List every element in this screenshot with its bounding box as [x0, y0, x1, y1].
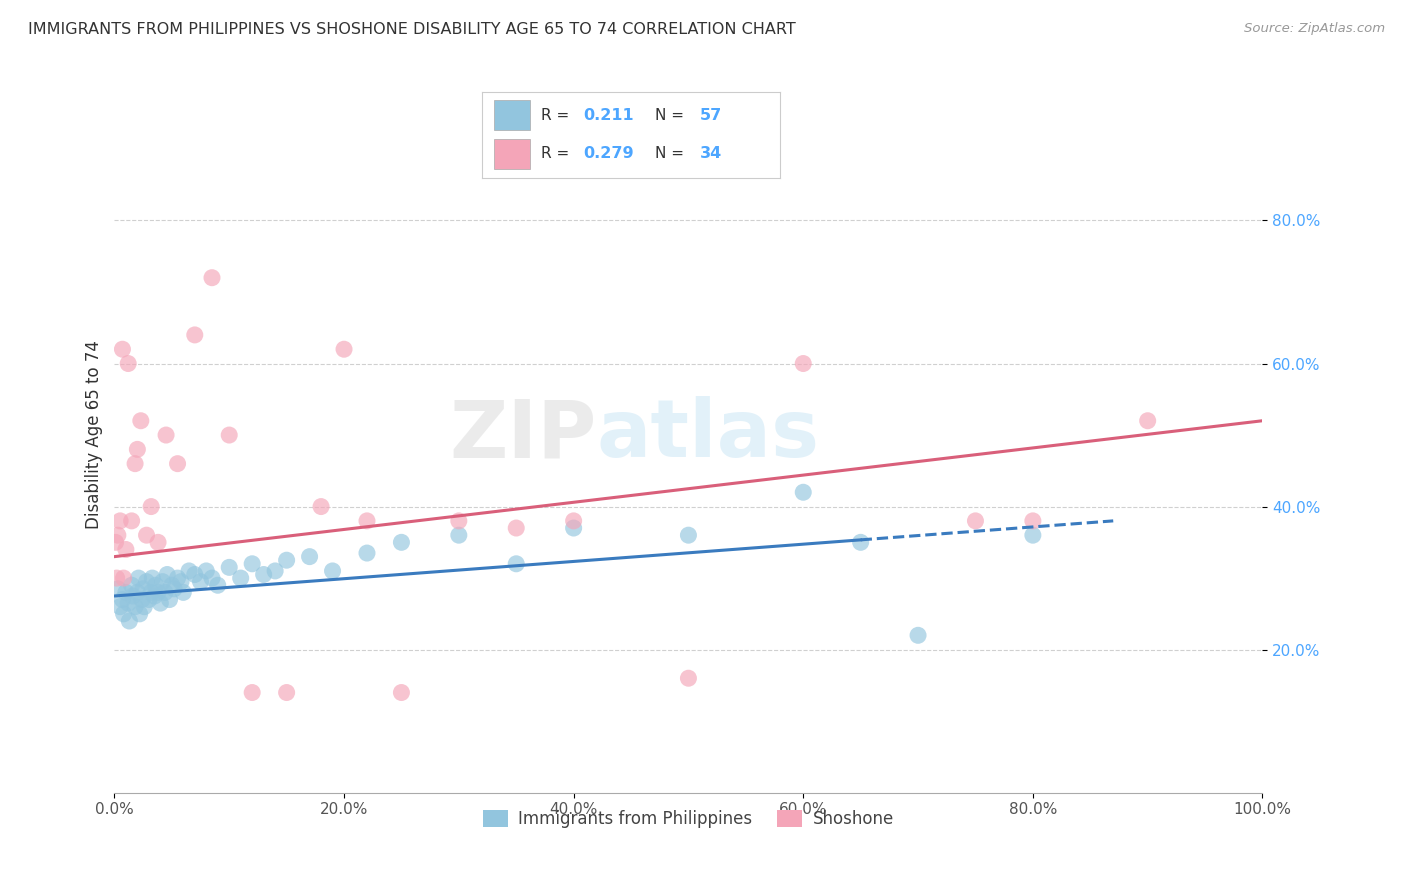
Point — [322, 564, 344, 578]
Point — [201, 270, 224, 285]
Point — [356, 546, 378, 560]
Point — [111, 343, 134, 357]
Point — [159, 592, 181, 607]
Point — [333, 343, 356, 357]
Point — [447, 514, 470, 528]
Point — [149, 596, 172, 610]
Point — [124, 599, 146, 614]
Point — [107, 582, 129, 596]
Y-axis label: Disability Age 65 to 74: Disability Age 65 to 74 — [86, 341, 103, 530]
Point — [240, 685, 263, 699]
Point — [201, 571, 224, 585]
Point — [108, 599, 131, 614]
Point — [505, 557, 527, 571]
Point — [276, 553, 298, 567]
Point — [104, 535, 127, 549]
Point — [190, 574, 212, 589]
Point — [849, 535, 872, 549]
Point — [127, 442, 149, 457]
Point — [907, 628, 929, 642]
Point — [124, 457, 146, 471]
Point — [218, 428, 240, 442]
Point — [138, 592, 160, 607]
Point — [163, 582, 186, 596]
Point — [128, 571, 150, 585]
Point — [155, 428, 177, 442]
Point — [115, 542, 138, 557]
Point — [792, 485, 814, 500]
Point — [240, 557, 263, 571]
Point — [276, 685, 298, 699]
Point — [134, 599, 156, 614]
Point — [447, 528, 470, 542]
Point — [121, 578, 143, 592]
Text: atlas: atlas — [596, 396, 820, 474]
Point — [218, 560, 240, 574]
Point — [1022, 528, 1045, 542]
Point — [143, 589, 166, 603]
Point — [127, 585, 149, 599]
Point — [391, 685, 413, 699]
Point — [160, 578, 183, 592]
Point — [112, 571, 135, 585]
Point — [298, 549, 321, 564]
Point — [117, 596, 139, 610]
Point — [141, 585, 163, 599]
Point — [195, 564, 218, 578]
Point — [107, 528, 129, 542]
Point — [309, 500, 332, 514]
Point — [115, 585, 138, 599]
Point — [141, 500, 163, 514]
Point — [156, 567, 179, 582]
Point — [108, 514, 131, 528]
Point — [229, 571, 252, 585]
Point — [562, 514, 585, 528]
Point — [128, 607, 150, 621]
Point — [170, 574, 193, 589]
Point — [135, 574, 157, 589]
Point — [505, 521, 527, 535]
Point — [172, 585, 194, 599]
Point — [132, 582, 155, 596]
Legend: Immigrants from Philippines, Shoshone: Immigrants from Philippines, Shoshone — [477, 803, 900, 834]
Point — [177, 564, 200, 578]
Point — [1022, 514, 1045, 528]
Text: IMMIGRANTS FROM PHILIPPINES VS SHOSHONE DISABILITY AGE 65 TO 74 CORRELATION CHAR: IMMIGRANTS FROM PHILIPPINES VS SHOSHONE … — [28, 22, 796, 37]
Point — [678, 528, 700, 542]
Point — [117, 357, 139, 371]
Point — [112, 607, 135, 621]
Point — [166, 571, 188, 585]
Point — [111, 592, 134, 607]
Point — [131, 592, 153, 607]
Point — [391, 535, 413, 549]
Text: Source: ZipAtlas.com: Source: ZipAtlas.com — [1244, 22, 1385, 36]
Point — [146, 585, 169, 599]
Point — [207, 578, 229, 592]
Point — [184, 567, 207, 582]
Point — [121, 589, 143, 603]
Point — [678, 671, 700, 685]
Point — [129, 414, 152, 428]
Point — [118, 614, 141, 628]
Point — [121, 514, 143, 528]
Point — [152, 574, 174, 589]
Point — [141, 571, 163, 585]
Point — [145, 578, 167, 592]
Text: ZIP: ZIP — [450, 396, 596, 474]
Point — [153, 585, 176, 599]
Point — [965, 514, 987, 528]
Point — [135, 528, 157, 542]
Point — [1136, 414, 1159, 428]
Point — [562, 521, 585, 535]
Point — [105, 571, 128, 585]
Point — [356, 514, 378, 528]
Point — [146, 535, 169, 549]
Point — [264, 564, 287, 578]
Point — [792, 357, 814, 371]
Point — [253, 567, 276, 582]
Point — [184, 327, 207, 342]
Point — [166, 457, 188, 471]
